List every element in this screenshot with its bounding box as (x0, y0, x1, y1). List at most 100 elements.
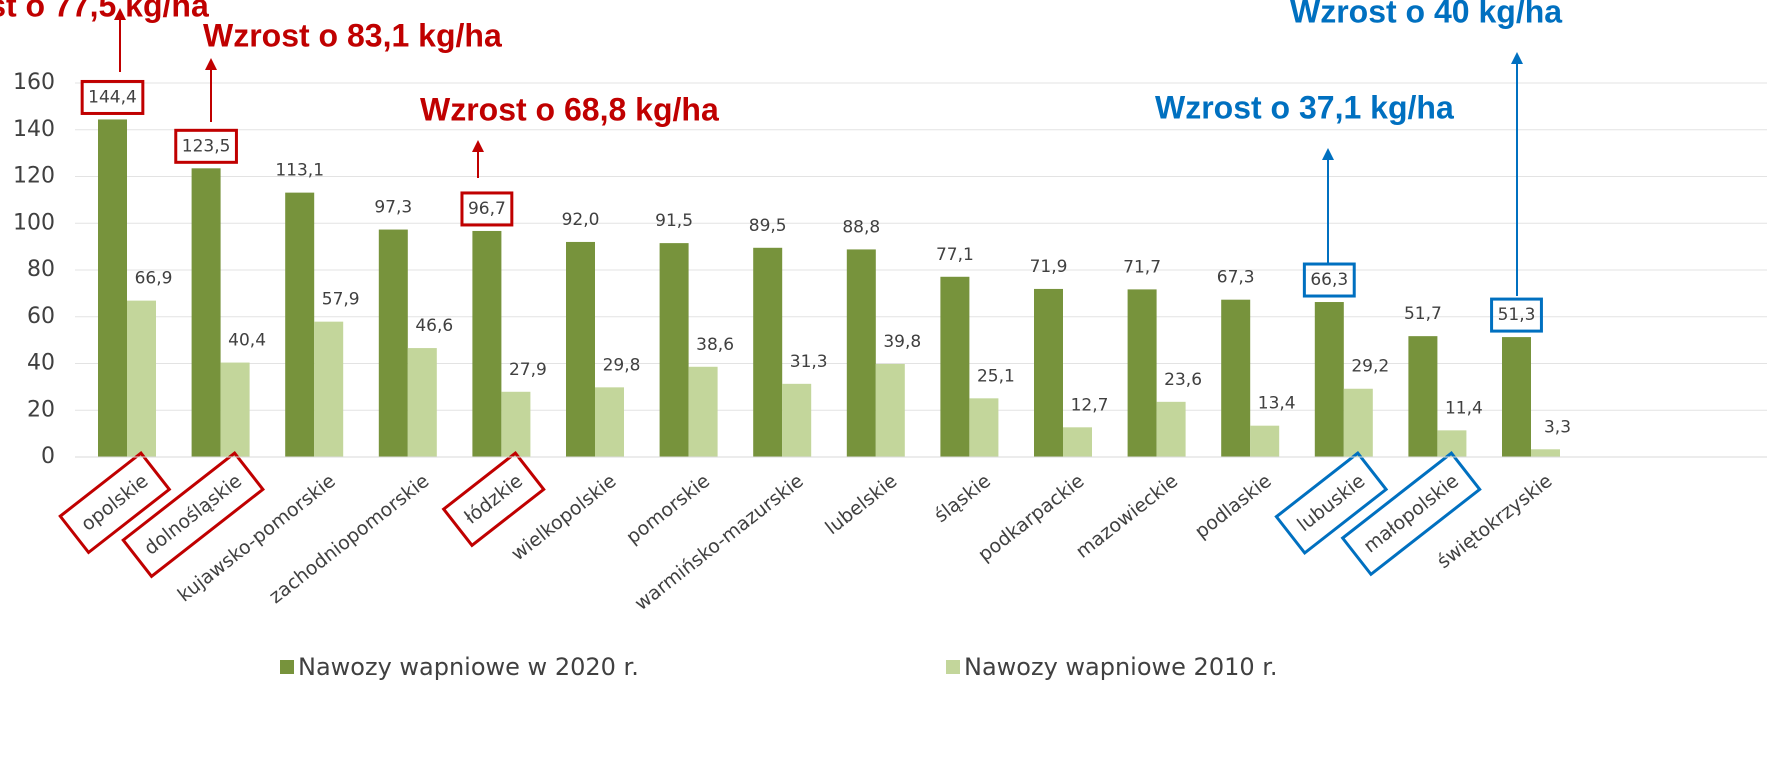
category-label-group: zachodniopomorskie (265, 470, 433, 608)
value-label: 96,7 (468, 199, 506, 219)
bar (1221, 299, 1251, 457)
legend-label: Nawozy wapniowe 2010 r. (964, 653, 1278, 681)
value-label: 39,8 (883, 332, 921, 352)
x-tick-label: śląskie (930, 470, 995, 527)
category-label-group: śląskie (930, 470, 995, 527)
value-label: 29,8 (603, 355, 641, 375)
highlight-box (460, 191, 514, 227)
arrow-head (205, 58, 217, 70)
value-label: 66,3 (1310, 270, 1348, 290)
x-tick-label: łódzkie (460, 470, 526, 529)
bar (782, 383, 812, 457)
value-label: 77,1 (936, 245, 974, 265)
bar (1408, 336, 1438, 457)
bar (566, 241, 595, 457)
value-label: 29,2 (1351, 357, 1389, 377)
bar (285, 192, 315, 457)
x-tick-label: zachodniopomorskie (265, 470, 433, 608)
annotation: Wzrost o 83,1 kg/ha (203, 17, 502, 53)
bar (407, 348, 437, 457)
value-label: 40,4 (228, 331, 266, 351)
y-tick-label: 100 (13, 210, 55, 235)
annotation: Wzrost o 40 kg/ha (1290, 0, 1562, 29)
bar (472, 230, 502, 457)
bar (1314, 302, 1344, 457)
highlight-box (441, 450, 546, 548)
arrow-head (472, 140, 484, 152)
bar (98, 119, 127, 457)
value-label: 51,7 (1404, 304, 1442, 324)
value-label: 88,8 (842, 217, 880, 237)
y-tick-label: 0 (41, 444, 55, 469)
legend-label: Nawozy wapniowe w 2020 r. (298, 653, 639, 681)
value-label: 38,6 (696, 335, 734, 355)
bar (501, 391, 531, 457)
value-label: 23,6 (1164, 370, 1202, 390)
y-tick-label: 120 (13, 164, 55, 189)
bar (688, 366, 718, 457)
value-label: 123,5 (182, 136, 231, 156)
value-label: 97,3 (374, 198, 412, 218)
value-label: 46,6 (415, 316, 453, 336)
highlight-box (1302, 262, 1356, 298)
category-label-group: lubelskie (821, 470, 901, 539)
highlight-box (121, 450, 266, 579)
y-tick-label: 40 (27, 351, 55, 376)
bar (378, 229, 408, 457)
bar (1034, 288, 1063, 457)
x-tick-label: mazowieckie (1072, 470, 1182, 563)
highlight-box (1340, 450, 1482, 577)
value-label: 71,9 (1030, 257, 1068, 277)
value-label: 71,7 (1123, 257, 1161, 277)
value-label: 31,3 (790, 352, 828, 372)
bar (875, 363, 905, 457)
bar (220, 362, 250, 457)
bar (314, 321, 344, 457)
bar (191, 168, 221, 457)
annotation: Wzrost o 37,1 kg/ha (1155, 89, 1454, 125)
bar (1502, 337, 1531, 457)
value-label: 27,9 (509, 360, 547, 380)
value-label: 57,9 (322, 290, 360, 310)
bar (753, 247, 783, 457)
value-label: 92,0 (562, 210, 600, 230)
bar (1063, 427, 1092, 457)
value-label: 113,1 (275, 161, 324, 181)
annotation: Wzrost o 68,8 kg/ha (420, 91, 719, 127)
y-tick-label: 140 (13, 117, 55, 142)
value-label: 144,4 (88, 87, 137, 107)
highlight-box (80, 79, 145, 115)
legend-swatch (946, 660, 960, 674)
bar (1250, 425, 1280, 457)
arrow-head (1511, 52, 1523, 64)
bar (595, 387, 624, 457)
y-tick-label: 160 (13, 70, 55, 95)
legend-swatch (280, 660, 294, 674)
x-tick-label: pomorskie (622, 470, 714, 549)
bar (940, 276, 970, 457)
y-tick-label: 60 (27, 304, 55, 329)
value-label: 89,5 (749, 216, 787, 236)
value-label: 25,1 (977, 366, 1015, 386)
annotation: Wzrost o 77,5 kg/ha (0, 0, 209, 23)
bar (969, 398, 999, 457)
bar (1343, 388, 1373, 457)
arrow-head (1322, 148, 1334, 160)
category-label-group: podlaskie (1191, 470, 1276, 543)
value-label: 13,4 (1258, 394, 1296, 414)
bar (1531, 449, 1560, 457)
x-tick-label: warmińsko-mazurskie (631, 470, 808, 615)
arrow-head (114, 8, 126, 20)
value-label: 91,5 (655, 211, 693, 231)
bar (846, 249, 876, 457)
highlight-box (1490, 297, 1543, 333)
highlight-box (1274, 450, 1389, 556)
value-label: 3,3 (1544, 417, 1571, 437)
value-label: 67,3 (1217, 268, 1255, 288)
highlight-box (174, 128, 238, 164)
category-label-group: warmińsko-mazurskie (631, 470, 808, 615)
category-label-group: mazowieckie (1072, 470, 1182, 563)
x-tick-label: lubelskie (821, 470, 901, 539)
value-label: 51,3 (1498, 305, 1536, 325)
